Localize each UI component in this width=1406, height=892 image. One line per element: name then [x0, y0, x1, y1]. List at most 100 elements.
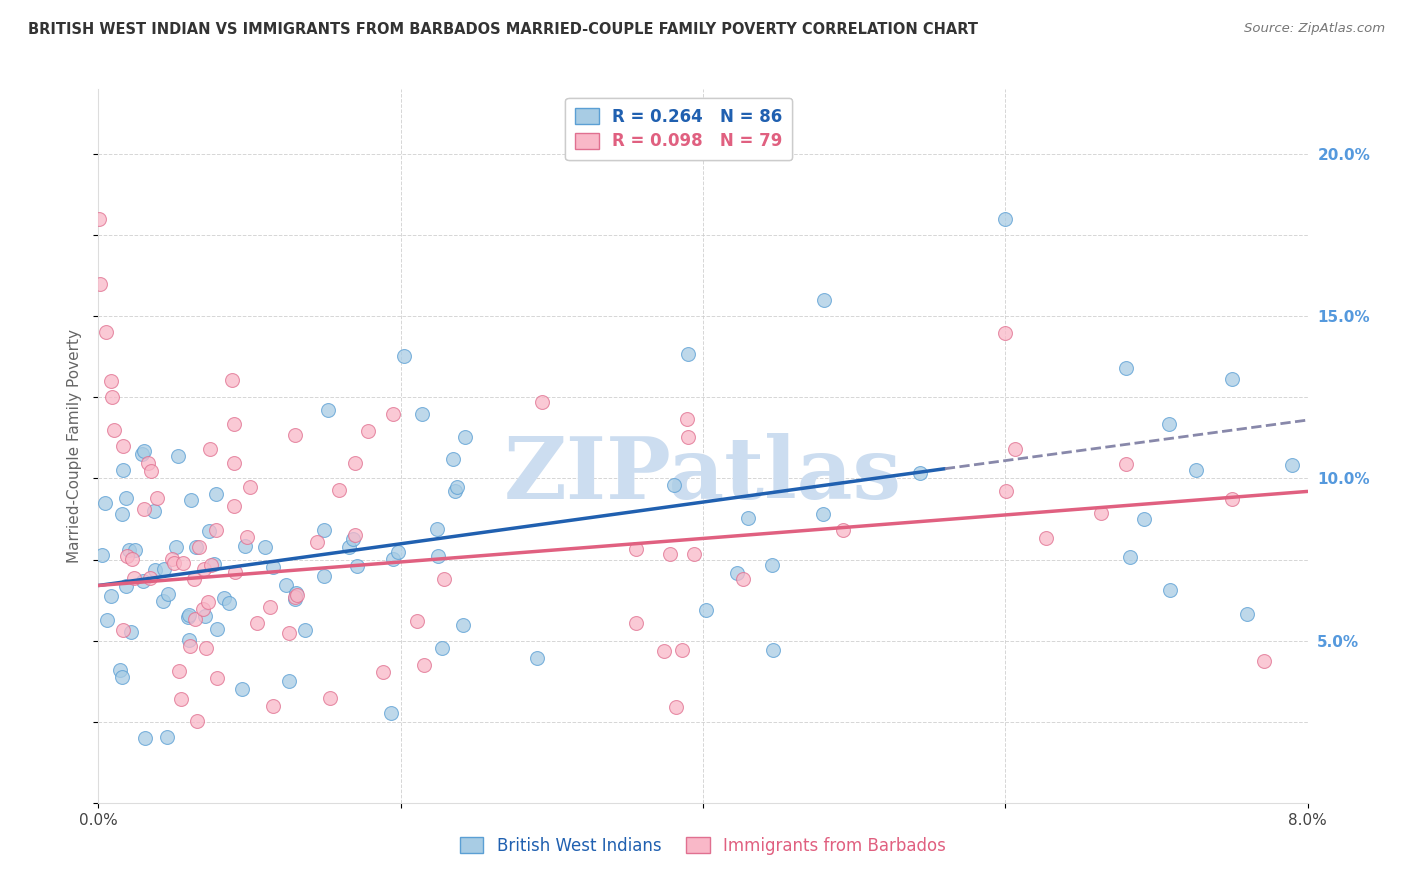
Point	[1090, 506, 1112, 520]
Point	[124, 542, 146, 557]
Point	[446, 480, 468, 494]
Point	[342, 533, 364, 547]
Point	[193, 562, 215, 576]
Point	[382, 552, 405, 566]
Point	[387, 544, 409, 558]
Y-axis label: Married-Couple Family Poverty: Married-Couple Family Poverty	[67, 329, 83, 563]
Point	[142, 504, 165, 518]
Point	[346, 559, 368, 574]
Point	[328, 483, 350, 497]
Point	[811, 508, 834, 522]
Point	[94, 495, 117, 509]
Point	[186, 714, 208, 728]
Point	[194, 609, 217, 624]
Point	[198, 442, 221, 456]
Point	[253, 540, 276, 554]
Point	[433, 572, 456, 586]
Point	[994, 211, 1017, 226]
Point	[1220, 491, 1243, 506]
Point	[626, 616, 648, 631]
Point	[191, 602, 214, 616]
Point	[163, 556, 186, 570]
Point	[101, 390, 124, 404]
Point	[115, 579, 138, 593]
Point	[1004, 442, 1026, 457]
Point	[526, 651, 548, 665]
Point	[157, 587, 180, 601]
Point	[1185, 462, 1208, 476]
Point	[111, 508, 134, 522]
Point	[152, 594, 174, 608]
Point	[278, 625, 301, 640]
Point	[111, 623, 134, 637]
Point	[1281, 458, 1303, 472]
Point	[357, 424, 380, 438]
Point	[111, 439, 134, 453]
Point	[143, 563, 166, 577]
Text: BRITISH WEST INDIAN VS IMMIGRANTS FROM BARBADOS MARRIED-COUPLE FAMILY POVERTY CO: BRITISH WEST INDIAN VS IMMIGRANTS FROM B…	[28, 22, 979, 37]
Point	[305, 535, 328, 549]
Point	[994, 326, 1017, 341]
Point	[380, 706, 402, 720]
Point	[285, 586, 308, 600]
Point	[1253, 654, 1275, 668]
Point	[682, 547, 704, 561]
Point	[344, 456, 367, 470]
Point	[156, 731, 179, 745]
Point	[100, 589, 122, 603]
Point	[180, 493, 202, 508]
Point	[995, 483, 1018, 498]
Point	[430, 640, 453, 655]
Point	[263, 559, 285, 574]
Point	[285, 588, 308, 602]
Point	[441, 452, 464, 467]
Point	[205, 622, 228, 636]
Point	[202, 558, 225, 572]
Point	[737, 511, 759, 525]
Point	[134, 444, 156, 458]
Point	[259, 600, 281, 615]
Point	[108, 663, 131, 677]
Point	[115, 549, 138, 563]
Point	[165, 540, 187, 554]
Point	[832, 523, 855, 537]
Point	[138, 571, 160, 585]
Point	[111, 670, 134, 684]
Point	[233, 539, 256, 553]
Point	[187, 540, 209, 554]
Point	[231, 681, 253, 696]
Point	[453, 617, 475, 632]
Point	[654, 644, 676, 658]
Point	[205, 486, 228, 500]
Point	[665, 699, 688, 714]
Point	[222, 456, 245, 470]
Point	[222, 417, 245, 431]
Point	[183, 572, 205, 586]
Point	[141, 464, 163, 478]
Point	[274, 578, 297, 592]
Point	[167, 664, 190, 678]
Point	[1132, 511, 1154, 525]
Point	[531, 395, 554, 409]
Point	[1220, 372, 1243, 386]
Point	[624, 542, 647, 557]
Point	[761, 558, 783, 573]
Text: ZIPatlas: ZIPatlas	[503, 433, 903, 516]
Point	[89, 277, 111, 291]
Point	[1035, 531, 1057, 545]
Point	[427, 549, 450, 563]
Point	[197, 595, 219, 609]
Point	[444, 483, 467, 498]
Point	[294, 623, 316, 637]
Point	[659, 547, 682, 561]
Point	[676, 430, 699, 444]
Point	[671, 643, 693, 657]
Point	[179, 608, 201, 623]
Point	[284, 592, 307, 607]
Point	[221, 373, 243, 387]
Point	[120, 624, 142, 639]
Legend: British West Indians, Immigrants from Barbados: British West Indians, Immigrants from Ba…	[453, 830, 953, 862]
Point	[725, 566, 748, 581]
Point	[115, 491, 138, 506]
Point	[177, 609, 200, 624]
